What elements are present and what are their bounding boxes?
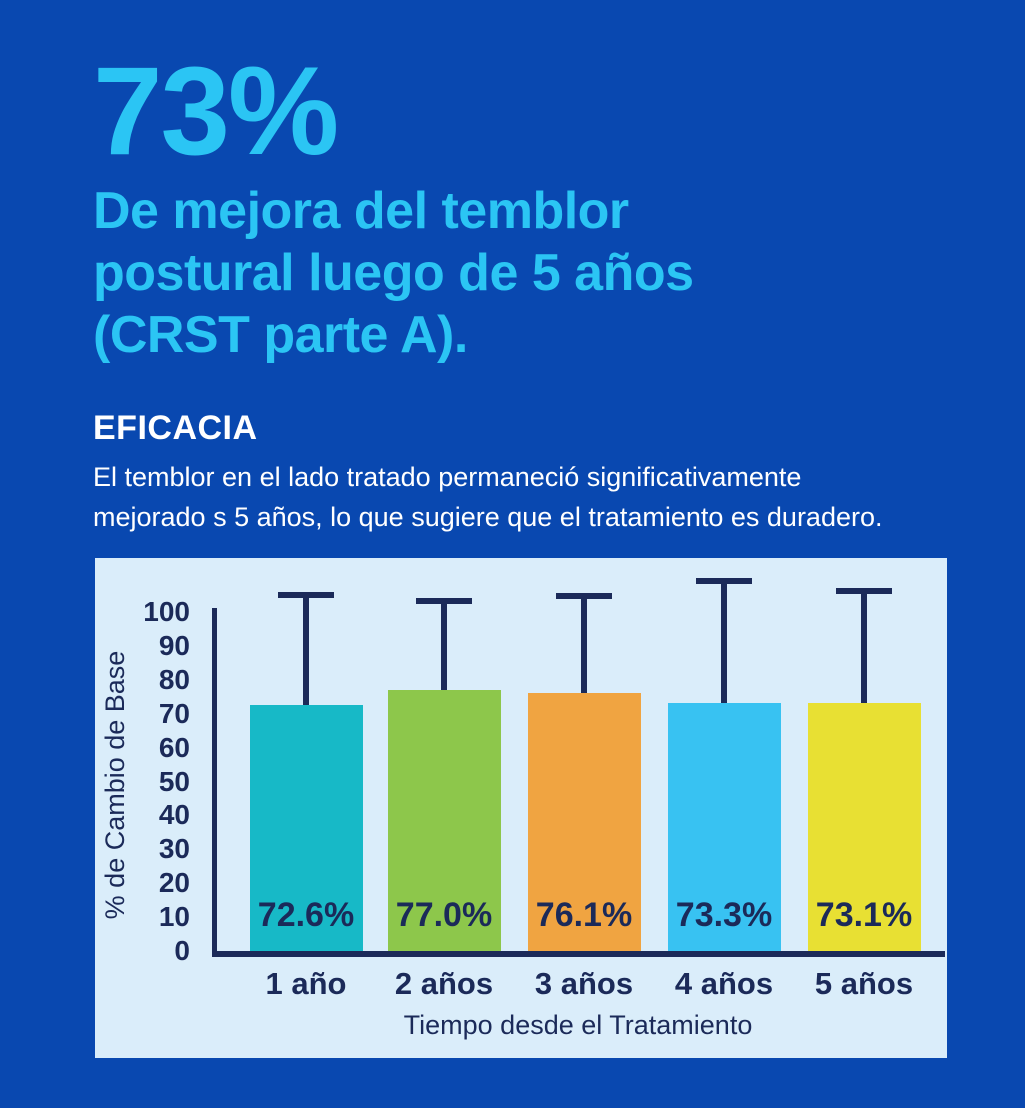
body-line-2: mejorado s 5 años, lo que sugiere que el… — [93, 502, 883, 532]
x-axis-line — [212, 951, 945, 957]
bar-value-label: 73.3% — [675, 896, 773, 934]
y-tick-label: 50 — [158, 765, 190, 797]
headline-line-3: (CRST parte A). — [93, 306, 468, 364]
error-bar-cap — [696, 578, 752, 585]
stat-value: 73% — [93, 42, 339, 181]
error-bar-line — [441, 598, 447, 698]
y-tick-label: 10 — [158, 901, 190, 933]
headline-line-1: De mejora del temblor — [93, 182, 629, 240]
error-bar-line — [861, 588, 867, 712]
y-tick-label: 90 — [158, 629, 190, 661]
y-tick-label: 40 — [158, 799, 190, 831]
y-tick-label: 80 — [158, 663, 190, 695]
error-bar-line — [721, 578, 727, 711]
bar — [527, 693, 641, 951]
x-tick-label: 4 años — [674, 966, 774, 1001]
bar-value-label: 76.1% — [535, 896, 633, 934]
bar-value-label: 72.6% — [257, 896, 355, 934]
x-tick-label: 5 años — [814, 966, 914, 1001]
bar-chart-panel: % de Cambio de Base 0 10 20 30 40 50 60 70 80 90 1… — [95, 558, 947, 1058]
body-text: El temblor en el lado tratado permaneció… — [93, 457, 883, 537]
y-tick-label: 70 — [158, 697, 190, 729]
y-tick-label: 100 — [143, 596, 190, 627]
bar — [249, 704, 363, 951]
bar-value-label: 77.0% — [395, 896, 493, 934]
y-tick-label: 0 — [174, 935, 190, 966]
x-axis-title: Tiempo desde el Tratamiento — [403, 1010, 753, 1040]
bar — [807, 703, 921, 951]
y-axis-line — [212, 608, 217, 957]
x-tick-label: 1 año — [265, 966, 347, 1001]
y-tick-label: 30 — [158, 833, 190, 865]
error-bar-cap — [416, 598, 472, 605]
y-tick-label: 60 — [158, 731, 190, 763]
section-title: EFICACIA — [93, 409, 258, 447]
error-bar-cap — [278, 591, 334, 598]
bar — [667, 702, 781, 951]
x-tick-label: 2 años — [394, 966, 494, 1001]
headline: De mejora del temblor postural luego de … — [93, 180, 694, 366]
error-bar-cap — [556, 593, 612, 600]
error-bar-line — [303, 591, 309, 713]
headline-line-2: postural luego de 5 años — [93, 244, 694, 302]
body-line-1: El temblor en el lado tratado permaneció… — [93, 462, 802, 492]
bar — [387, 689, 501, 951]
error-bar-line — [581, 593, 587, 701]
x-tick-label: 3 años — [534, 966, 634, 1001]
error-bar-cap — [836, 588, 892, 595]
bar-value-label: 73.1% — [815, 896, 913, 934]
y-tick-label: 20 — [158, 867, 190, 899]
